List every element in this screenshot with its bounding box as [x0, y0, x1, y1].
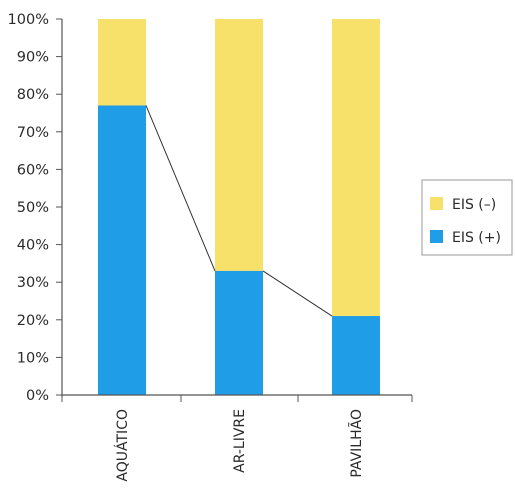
- bar-segment-positive-pavilhao: [332, 316, 380, 395]
- y-tick-label: 0%: [26, 388, 49, 404]
- y-tick-label: 90%: [17, 50, 49, 66]
- bar-segment-negative-ar-livre: [215, 19, 263, 271]
- x-category-label-ar-livre: AR-LIVRE: [232, 409, 248, 473]
- y-tick-label: 50%: [17, 200, 49, 216]
- bar-segment-negative-pavilhao: [332, 19, 380, 317]
- legend-swatch-positive: [430, 230, 443, 243]
- y-tick-label: 20%: [17, 313, 49, 329]
- y-tick-label: 60%: [17, 162, 49, 178]
- y-tick-label: 70%: [17, 125, 49, 141]
- y-tick-label: 30%: [17, 275, 49, 291]
- legend-label-positive: EIS (+): [452, 230, 501, 246]
- bar-segment-negative-aquatico: [98, 19, 146, 106]
- connector-line-segment: [145, 105, 216, 272]
- x-category-label-pavilhao: PAVILHÃO: [348, 409, 365, 478]
- x-category-label-aquatico: AQUÁTICO: [114, 409, 131, 482]
- bar-segment-positive-ar-livre: [215, 270, 263, 395]
- y-tick-label: 80%: [17, 87, 49, 103]
- y-tick-label: 10%: [17, 350, 49, 366]
- connector-line-segment: [262, 270, 333, 317]
- y-tick-label: 100%: [8, 12, 49, 28]
- y-tick-label: 40%: [17, 238, 49, 254]
- legend-label-negative: EIS (–): [452, 197, 496, 213]
- bar-segment-positive-aquatico: [98, 105, 146, 395]
- legend-swatch-negative: [430, 197, 443, 210]
